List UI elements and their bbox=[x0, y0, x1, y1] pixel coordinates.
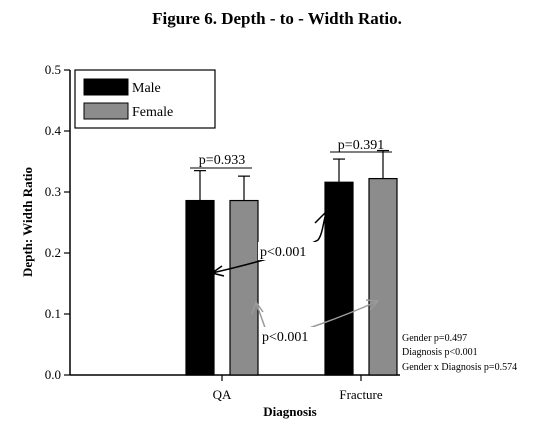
female-p-bg bbox=[260, 327, 320, 345]
bar-female-fracture bbox=[368, 177, 398, 376]
error-bars bbox=[194, 149, 389, 201]
bar-female-qa bbox=[229, 199, 259, 376]
y-tick-label: 0.3 bbox=[45, 184, 61, 199]
x-tick-label: QA bbox=[213, 387, 232, 402]
bar-male-fracture bbox=[324, 181, 354, 376]
y-tick-label: 0.5 bbox=[45, 62, 61, 77]
male-p-label: p<0.001 bbox=[260, 245, 306, 260]
y-tick-label: 0.2 bbox=[45, 245, 61, 260]
female-arrowhead-right bbox=[365, 299, 380, 311]
legend: Male Female bbox=[74, 69, 216, 129]
bars bbox=[185, 177, 398, 376]
female-arrowhead-left bbox=[251, 300, 264, 315]
qa-p-label: p=0.933 bbox=[199, 153, 245, 168]
stat-gender: Gender p=0.497 bbox=[402, 333, 467, 344]
bar-male-qa bbox=[185, 199, 215, 376]
legend-swatch-male bbox=[83, 78, 129, 96]
legend-label-female: Female bbox=[132, 105, 173, 120]
male-p-bg bbox=[258, 242, 318, 260]
legend-swatch-female bbox=[83, 102, 129, 120]
female-p-label: p<0.001 bbox=[262, 330, 308, 345]
legend-label-male: Male bbox=[132, 81, 161, 96]
y-axis-label: Depth: Width Ratio bbox=[20, 167, 35, 277]
y-tick-label: 0.1 bbox=[45, 306, 61, 321]
x-axis-label: Diagnosis bbox=[263, 404, 316, 419]
male-comparison-arrow bbox=[211, 216, 326, 274]
x-tick-label: Fracture bbox=[339, 387, 383, 402]
fracture-p-label: p=0.391 bbox=[338, 138, 384, 153]
x-tick-labels: QA Fracture bbox=[213, 375, 383, 402]
male-arrowhead-right bbox=[314, 211, 328, 229]
stat-interaction: Gender x Diagnosis p=0.574 bbox=[402, 362, 517, 373]
stat-diagnosis: Diagnosis p<0.001 bbox=[402, 347, 478, 358]
male-arrowhead-left bbox=[210, 265, 225, 277]
y-ticks: 0.0 0.1 0.2 0.3 0.4 0.5 bbox=[45, 62, 70, 382]
y-tick-label: 0.4 bbox=[45, 123, 62, 138]
chart-title: Figure 6. Depth - to - Width Ratio. bbox=[152, 9, 402, 28]
y-tick-label: 0.0 bbox=[45, 367, 61, 382]
